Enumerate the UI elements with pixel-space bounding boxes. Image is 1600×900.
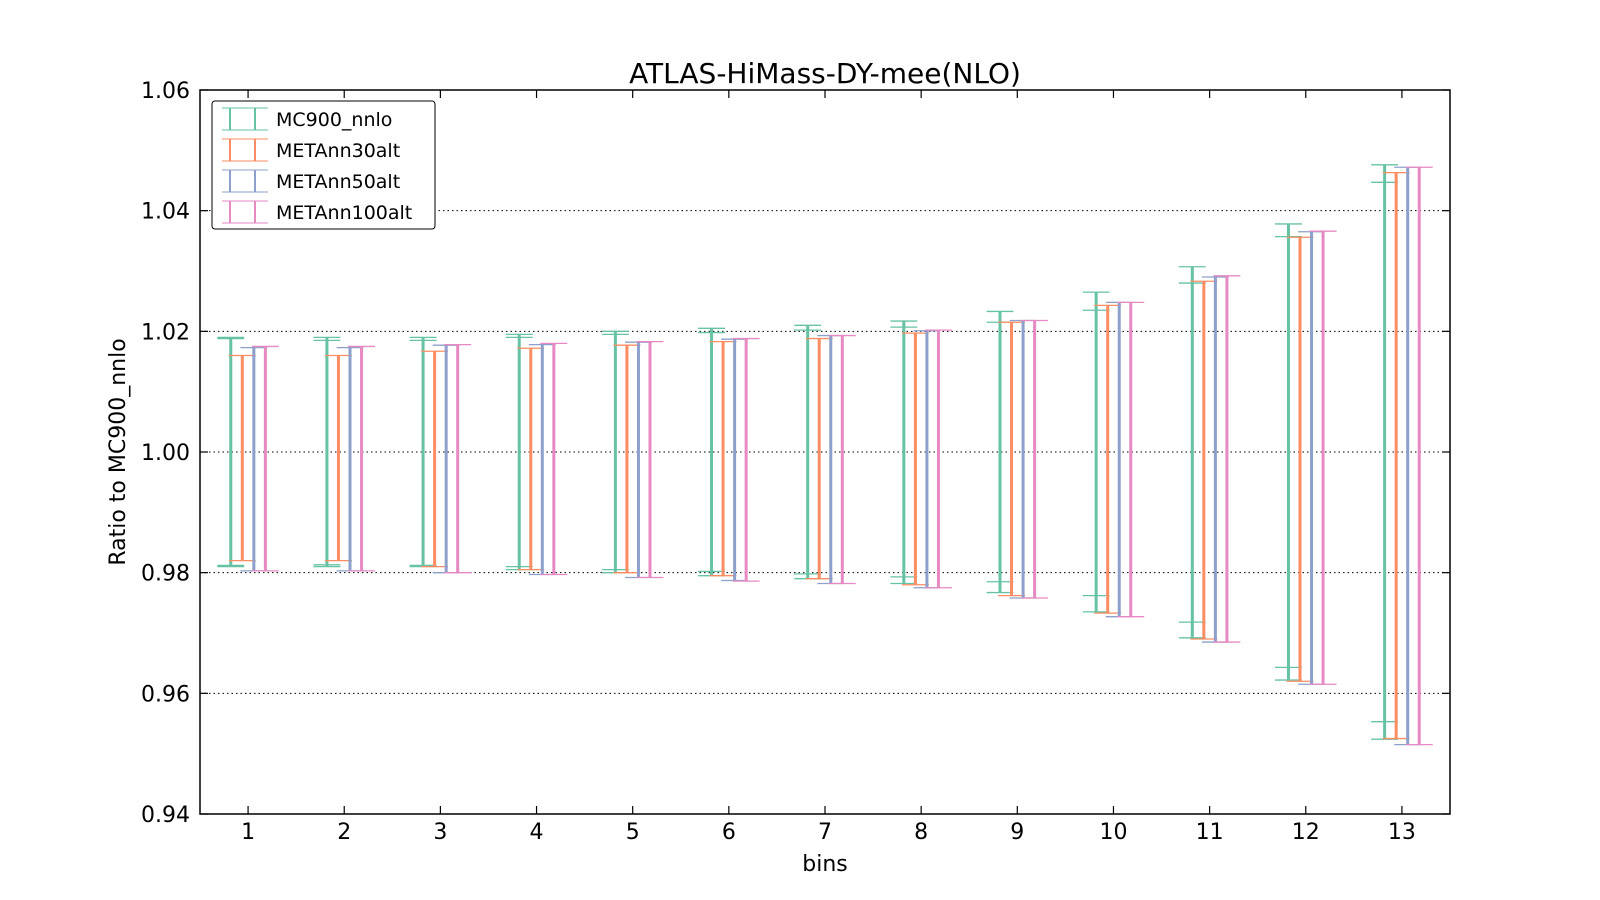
y-tick-label: 1.06 bbox=[141, 79, 190, 104]
y-tick-label: 0.98 bbox=[141, 562, 190, 587]
x-tick-label: 3 bbox=[433, 820, 447, 845]
y-tick-label: 1.02 bbox=[141, 320, 190, 345]
x-tick-label: 9 bbox=[1010, 820, 1024, 845]
grid-layer bbox=[200, 210, 1450, 694]
x-tick-label: 6 bbox=[722, 820, 736, 845]
y-tick-label: 0.94 bbox=[141, 803, 190, 828]
legend-box bbox=[211, 100, 436, 230]
legend: MC900_nnlo METAnn30alt METAnn50alt METAnn10… bbox=[211, 100, 436, 230]
x-tick-label: 10 bbox=[1099, 820, 1127, 845]
legend-label-MC900_nnlo: MC900_nnlo bbox=[276, 109, 392, 131]
x-tick-label: 11 bbox=[1196, 820, 1224, 845]
y-axis-label: Ratio to MC900_nnlo bbox=[106, 338, 131, 565]
legend-label-METAnn30alt: METAnn30alt bbox=[276, 140, 400, 162]
x-tick-label: 2 bbox=[337, 820, 351, 845]
x-tick-label: 1 bbox=[241, 820, 255, 845]
y-tick-label: 1.04 bbox=[141, 200, 190, 225]
x-axis-label: bins bbox=[802, 852, 847, 877]
y-tick-label: 0.96 bbox=[141, 682, 190, 707]
x-tick-label: 8 bbox=[914, 820, 928, 845]
legend-label-METAnn50alt: METAnn50alt bbox=[276, 171, 400, 193]
legend-label-METAnn100alt: METAnn100alt bbox=[276, 202, 412, 224]
legend-items: MC900_nnlo METAnn30alt METAnn50alt METAnn10… bbox=[222, 107, 412, 224]
errorbar-layer bbox=[217, 164, 1433, 746]
ticks-layer: 0.940.960.981.001.021.041.061 2 3 4 5 6 7 8 9 10 1… bbox=[141, 79, 1450, 845]
x-tick-label: 12 bbox=[1292, 820, 1320, 845]
x-tick-label: 13 bbox=[1388, 820, 1416, 845]
x-tick-label: 4 bbox=[530, 820, 544, 845]
y-tick-label: 1.00 bbox=[141, 441, 190, 466]
x-tick-label: 5 bbox=[626, 820, 640, 845]
x-tick-label: 7 bbox=[818, 820, 832, 845]
chart-title: ATLAS-HiMass-DY-mee(NLO) bbox=[629, 57, 1021, 90]
